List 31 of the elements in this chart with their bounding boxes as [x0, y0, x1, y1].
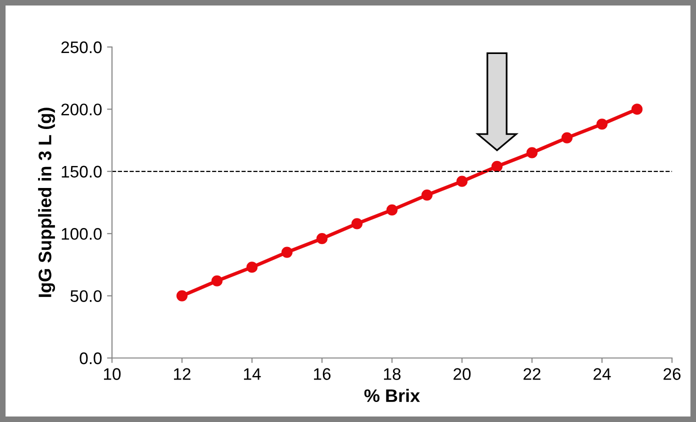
point	[421, 189, 433, 201]
point	[526, 147, 538, 158]
y-axis-title: IgG Supplied in 3 L (g)	[38, 108, 56, 297]
y-tick-label: 50.0	[70, 290, 102, 302]
x-tick-label: 22	[524, 368, 540, 380]
x-tick-label: 26	[664, 368, 681, 380]
point	[351, 218, 363, 230]
point	[211, 275, 223, 286]
point	[456, 176, 468, 187]
point	[176, 290, 188, 302]
x-tick-label: 24	[594, 368, 611, 380]
point	[596, 118, 608, 130]
x-tick-label: 14	[244, 368, 261, 380]
x-axis-title: % Brix	[364, 388, 420, 402]
y-tick-label: 250.0	[61, 41, 102, 54]
point	[491, 160, 503, 172]
y-tick-label: 150.0	[62, 166, 102, 178]
y-tick-label: 200.0	[61, 104, 102, 116]
point	[246, 262, 258, 273]
x-tick-label: 10	[104, 368, 121, 380]
point	[631, 104, 643, 115]
x-tick-label: 16	[314, 368, 331, 380]
point	[386, 204, 398, 216]
y-tick-label: 0.0	[80, 352, 102, 364]
y-tick-label: 100.0	[62, 228, 102, 240]
point	[316, 233, 328, 244]
x-tick-label: 20	[454, 368, 471, 380]
point	[281, 246, 293, 258]
point	[561, 132, 573, 144]
x-tick-label: 18	[384, 368, 401, 380]
x-tick-label: 12	[174, 368, 190, 380]
